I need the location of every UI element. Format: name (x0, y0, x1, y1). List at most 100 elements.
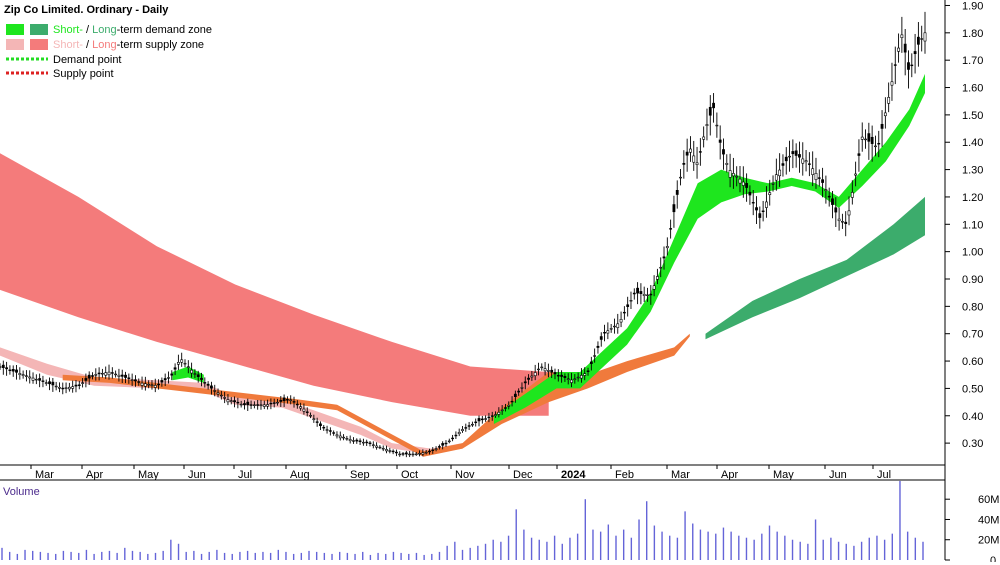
y-tick-label: 1.70 (962, 55, 983, 67)
price-bar (883, 97, 887, 129)
price-bar (570, 372, 573, 388)
price-bar (807, 152, 811, 177)
price-bar (375, 442, 379, 450)
legend-entry-demand-zone: Short- / Long-term demand zone (6, 24, 212, 36)
y-tick-label: 0.30 (962, 438, 983, 450)
x-tick-label: Aug (290, 469, 310, 481)
price-bar (34, 374, 38, 385)
price-bar (784, 147, 788, 175)
x-tick-label: Jul (877, 469, 891, 481)
price-bar (236, 397, 240, 409)
frame-layer: 1.90 1.80 1.70 1.60 1.50 1.40 1.30 1.20 1.10 1.00… (0, 0, 983, 560)
price-bar (801, 142, 805, 176)
price-bar (864, 129, 867, 149)
price-bar (553, 368, 557, 380)
price-bar (639, 283, 643, 305)
price-bar (507, 401, 511, 410)
price-bar (167, 371, 170, 384)
price-bar (51, 378, 55, 392)
y-tick-label: 1.50 (962, 110, 983, 122)
price-bar (229, 397, 233, 405)
price-bar (606, 322, 610, 340)
price-bar (520, 382, 524, 393)
price-bar (213, 384, 217, 397)
price-bar (461, 425, 464, 433)
price-bar (741, 166, 745, 198)
price-bar (312, 414, 316, 423)
price-bar (345, 435, 349, 441)
price-bar (791, 139, 795, 169)
price-bar (110, 367, 114, 379)
price-bar (609, 324, 613, 333)
price-bar (857, 139, 861, 172)
price-bar (897, 33, 900, 63)
x-tick-label: Nov (455, 469, 475, 481)
price-bar (626, 296, 630, 317)
x-tick-label: Mar (35, 469, 54, 481)
price-bar (586, 367, 590, 376)
price-bar (758, 206, 762, 229)
price-bar (266, 399, 269, 410)
price-bar (328, 427, 332, 436)
price-bar (315, 417, 319, 427)
volume-tick-label: 0 (990, 555, 996, 562)
price-bar (97, 367, 101, 381)
price-bar (381, 445, 385, 452)
price-bar (180, 352, 184, 367)
price-bar (81, 378, 84, 388)
price-bar (913, 33, 917, 74)
price-bar (451, 434, 454, 442)
price-bar (305, 407, 309, 417)
price-bar (385, 445, 388, 454)
price-bar (428, 448, 431, 455)
price-bar (309, 412, 312, 419)
price-bar (576, 372, 580, 382)
price-bar (256, 399, 260, 410)
price-bar (847, 196, 851, 226)
price-bar (834, 197, 838, 228)
price-bar (325, 425, 329, 434)
price-bar (824, 175, 828, 204)
price-bar (186, 360, 190, 374)
price-bar (368, 440, 372, 447)
price-bar (804, 149, 808, 172)
price-bar (811, 151, 815, 187)
x-tick-label: Feb (615, 469, 634, 481)
price-bar (143, 376, 147, 391)
y-tick-label: 1.00 (962, 247, 983, 259)
legend-swatch-short (6, 24, 24, 35)
price-bar (540, 363, 544, 371)
y-tick-label: 1.10 (962, 219, 983, 231)
price-bar (404, 450, 408, 458)
price-bar (622, 306, 626, 320)
x-tick-label: Jun (829, 469, 847, 481)
price-bar (176, 354, 180, 370)
price-bar (58, 382, 61, 393)
price-bar (457, 428, 461, 437)
price-bar (163, 373, 167, 387)
legend-swatch-long (30, 24, 48, 35)
price-bar (91, 372, 94, 380)
y-tick-label: 1.30 (962, 165, 983, 177)
price-bar (831, 190, 834, 219)
price-bar (71, 380, 75, 393)
price-bar (705, 108, 709, 141)
price-bar (411, 451, 415, 457)
price-bar (656, 268, 659, 285)
price-bar (246, 398, 250, 411)
price-bar (500, 405, 504, 415)
price-bar (563, 373, 567, 382)
price-bar (361, 438, 365, 446)
price-bar (877, 130, 881, 158)
price-bar (850, 180, 854, 205)
price-bar (206, 381, 210, 390)
x-tick-label: Jun (188, 469, 206, 481)
y-tick-label: 1.40 (962, 137, 983, 149)
price-bar (880, 110, 884, 147)
price-bar (216, 388, 220, 398)
price-bar (338, 431, 342, 441)
zones-layer (0, 73, 925, 457)
price-bar (860, 122, 864, 152)
price-bar (682, 150, 686, 179)
price-bar (292, 396, 296, 408)
